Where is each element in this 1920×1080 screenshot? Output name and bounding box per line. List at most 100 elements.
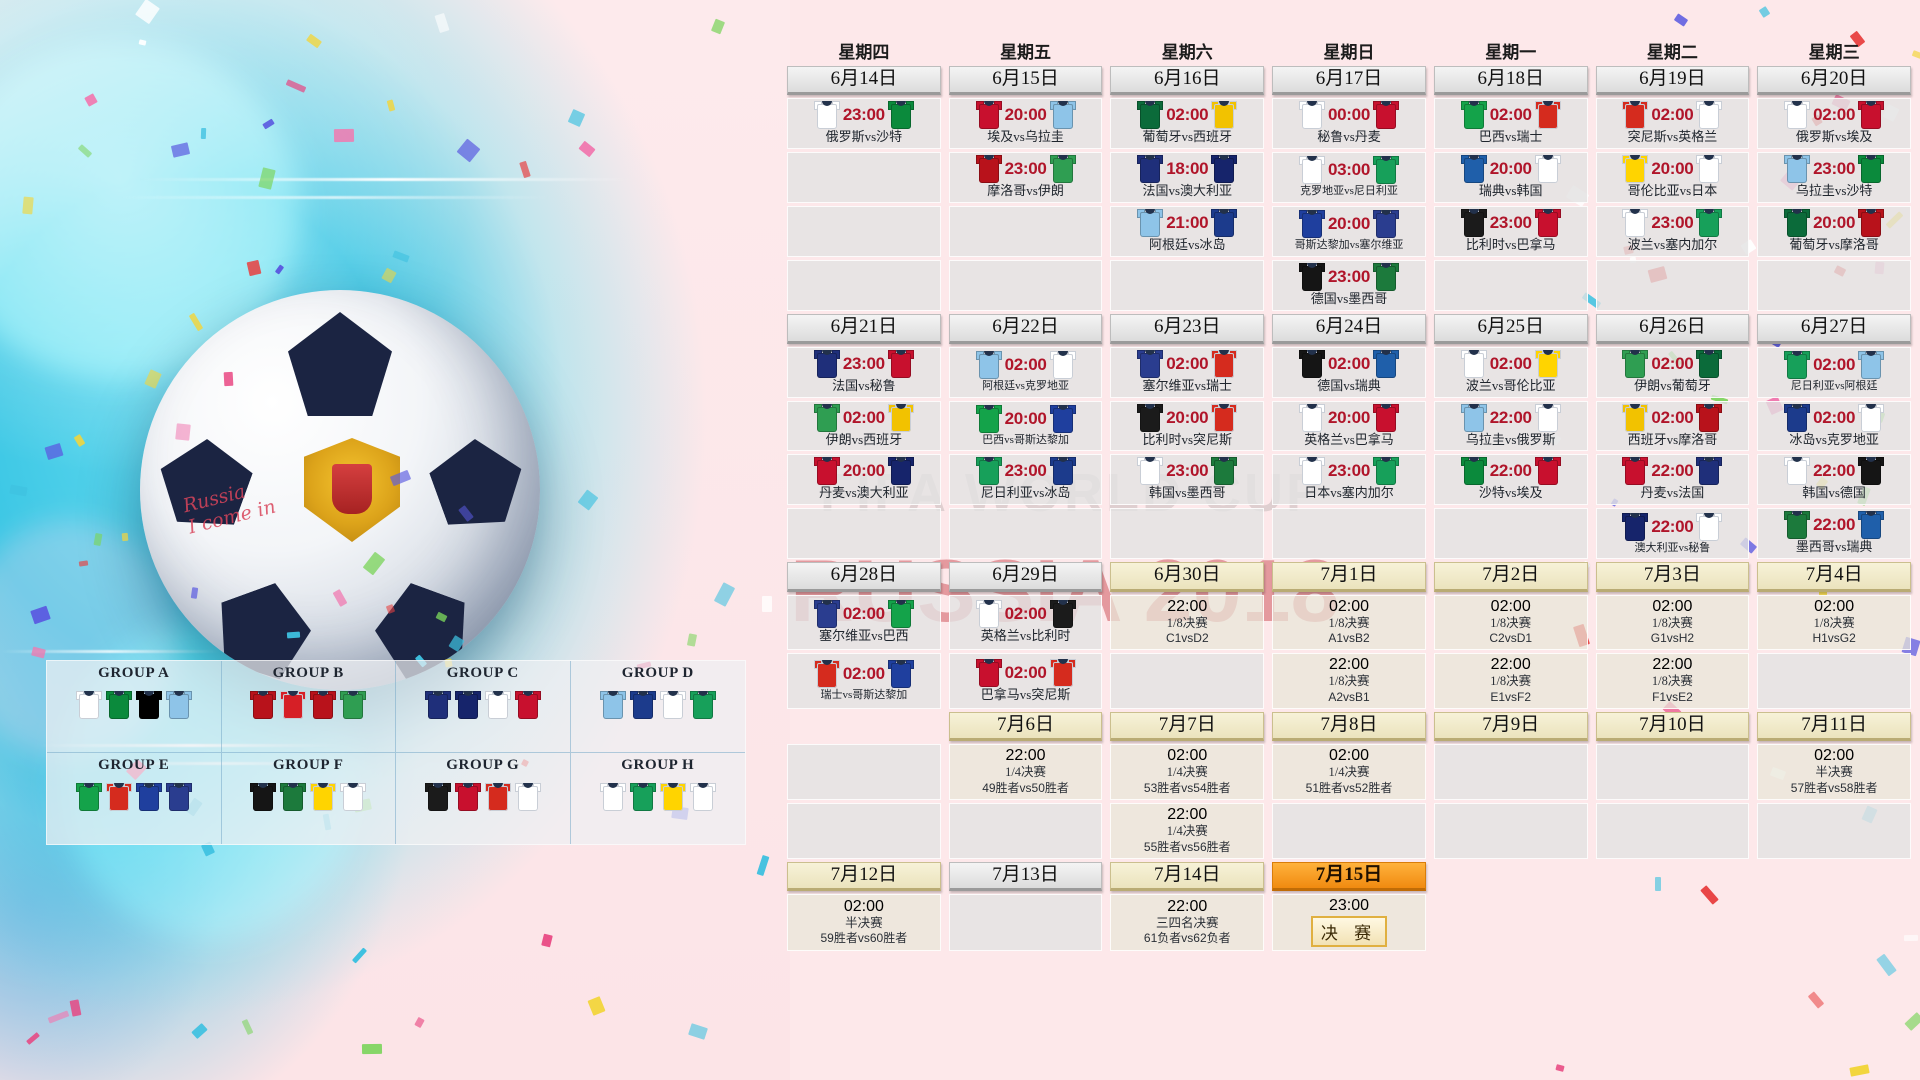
match-cell-knockout[interactable]: 02:00 1/8决赛 G1vsH2 (1595, 594, 1750, 651)
date-header[interactable]: 6月27日 (1757, 314, 1911, 344)
match-cell[interactable]: 23:00 法国vs秘鲁 (787, 346, 941, 398)
match-cell[interactable]: 22:00 丹麦vs法国 (1595, 454, 1750, 506)
match-cell[interactable]: 20:00 哥斯达黎加vs塞尔维亚 (1272, 206, 1426, 258)
match-cell[interactable]: 02:00 塞尔维亚vs巴西 (787, 594, 941, 651)
match-cell[interactable]: 22:00 乌拉圭vs俄罗斯 (1433, 400, 1588, 452)
group-cell-f[interactable]: GROUP F (222, 752, 396, 844)
match-cell[interactable]: 23:00 俄罗斯vs沙特 (787, 98, 941, 150)
date-header[interactable]: 6月17日 (1272, 66, 1426, 96)
date-header[interactable]: 7月12日 (787, 861, 941, 892)
match-cell[interactable]: 02:00 巴拿马vs突尼斯 (948, 653, 1103, 709)
match-cell[interactable]: 02:00 伊朗vs葡萄牙 (1595, 346, 1750, 398)
match-cell[interactable]: 22:00 韩国vs德国 (1757, 454, 1911, 506)
date-header[interactable]: 6月23日 (1110, 314, 1265, 344)
match-cell[interactable]: 02:00 德国vs瑞典 (1272, 346, 1426, 398)
date-header[interactable]: 7月9日 (1433, 711, 1588, 742)
date-header[interactable]: 6月16日 (1110, 66, 1265, 96)
match-cell-knockout[interactable]: 22:00 1/4决赛 55胜者vs56胜者 (1110, 803, 1265, 859)
date-header[interactable]: 7月4日 (1757, 562, 1911, 592)
group-cell-h[interactable]: GROUP H (571, 753, 746, 845)
date-header[interactable]: 6月19日 (1595, 66, 1750, 96)
match-cell-knockout[interactable]: 22:00 1/4决赛 49胜者vs50胜者 (948, 744, 1103, 800)
date-header[interactable]: 6月15日 (948, 66, 1103, 96)
group-cell-c[interactable]: GROUP C (396, 661, 571, 753)
date-header[interactable]: 7月13日 (948, 861, 1103, 892)
match-cell[interactable]: 23:00 波兰vs塞内加尔 (1595, 206, 1750, 258)
match-cell[interactable]: 20:00 埃及vs乌拉圭 (948, 98, 1103, 150)
date-header[interactable]: 7月10日 (1595, 711, 1750, 742)
match-cell-knockout[interactable]: 02:00 半决赛 57胜者vs58胜者 (1757, 744, 1911, 800)
match-cell[interactable]: 23:00 韩国vs墨西哥 (1110, 454, 1265, 506)
match-cell[interactable]: 21:00 阿根廷vs冰岛 (1110, 206, 1265, 258)
match-cell[interactable]: 02:00 巴西vs瑞士 (1433, 98, 1588, 150)
match-cell-knockout[interactable]: 22:00 1/8决赛 C1vsD2 (1110, 594, 1265, 651)
match-cell[interactable]: 02:00 西班牙vs摩洛哥 (1595, 400, 1750, 452)
date-header[interactable]: 6月25日 (1433, 314, 1588, 344)
date-header[interactable]: 6月30日 (1110, 562, 1265, 592)
match-cell[interactable]: 02:00 塞尔维亚vs瑞士 (1110, 346, 1265, 398)
match-cell[interactable]: 20:00 葡萄牙vs摩洛哥 (1757, 206, 1911, 258)
date-header[interactable]: 6月14日 (787, 66, 941, 96)
date-header[interactable]: 7月1日 (1272, 562, 1426, 592)
match-cell-final[interactable]: 23:00 决 赛 (1272, 894, 1426, 952)
date-header[interactable]: 6月28日 (787, 562, 941, 592)
match-cell[interactable]: 02:00 尼日利亚vs阿根廷 (1757, 346, 1911, 398)
match-cell-knockout[interactable]: 22:00 1/8决赛 A2vsB1 (1272, 653, 1426, 709)
group-cell-e[interactable]: GROUP E (47, 752, 222, 844)
date-header[interactable]: 7月6日 (948, 711, 1103, 742)
match-cell[interactable]: 22:00 沙特vs埃及 (1433, 454, 1588, 506)
date-header[interactable]: 6月29日 (948, 562, 1103, 592)
date-header[interactable]: 7月2日 (1433, 562, 1588, 592)
match-cell[interactable]: 20:00 瑞典vs韩国 (1433, 152, 1588, 204)
group-cell-b[interactable]: GROUP B (221, 661, 396, 753)
match-cell[interactable]: 22:00 墨西哥vs瑞典 (1757, 508, 1911, 560)
group-cell-a[interactable]: GROUP A (47, 661, 222, 753)
date-header[interactable]: 7月3日 (1595, 562, 1750, 592)
match-cell[interactable]: 20:00 比利时vs突尼斯 (1110, 400, 1265, 452)
match-cell[interactable]: 23:00 乌拉圭vs沙特 (1757, 152, 1911, 204)
match-cell[interactable]: 02:00 瑞士vs哥斯达黎加 (787, 653, 941, 709)
match-cell[interactable]: 20:00 哥伦比亚vs日本 (1595, 152, 1750, 204)
group-cell-g[interactable]: GROUP G (396, 752, 571, 844)
match-cell[interactable]: 02:00 葡萄牙vs西班牙 (1110, 98, 1265, 150)
date-header[interactable]: 6月26日 (1595, 314, 1750, 344)
match-cell-knockout[interactable]: 02:00 1/4决赛 53胜者vs54胜者 (1110, 744, 1265, 800)
match-cell[interactable]: 02:00 突尼斯vs英格兰 (1595, 98, 1750, 150)
match-cell[interactable]: 23:00 尼日利亚vs冰岛 (948, 454, 1103, 506)
match-cell-knockout[interactable]: 02:00 1/8决赛 C2vsD1 (1433, 594, 1588, 651)
date-header[interactable]: 7月8日 (1272, 711, 1426, 742)
match-cell-knockout[interactable]: 22:00 三四名决赛 61负者vs62负者 (1110, 894, 1265, 952)
match-cell[interactable]: 02:00 波兰vs哥伦比亚 (1433, 346, 1588, 398)
match-cell-knockout[interactable]: 22:00 1/8决赛 F1vsE2 (1595, 653, 1750, 709)
match-cell[interactable]: 00:00 秘鲁vs丹麦 (1272, 98, 1426, 150)
date-header[interactable]: 6月18日 (1433, 66, 1588, 96)
date-header[interactable]: 6月22日 (948, 314, 1103, 344)
match-cell[interactable]: 02:00 英格兰vs比利时 (948, 594, 1103, 651)
match-cell[interactable]: 23:00 德国vs墨西哥 (1272, 260, 1426, 312)
match-cell[interactable]: 02:00 冰岛vs克罗地亚 (1757, 400, 1911, 452)
date-header[interactable]: 6月20日 (1757, 66, 1911, 96)
group-cell-d[interactable]: GROUP D (570, 661, 745, 753)
date-header[interactable]: 7月11日 (1757, 711, 1911, 742)
match-cell[interactable]: 02:00 伊朗vs西班牙 (787, 400, 941, 452)
match-cell-knockout[interactable]: 02:00 半决赛 59胜者vs60胜者 (787, 894, 941, 952)
match-cell[interactable]: 02:00 阿根廷vs克罗地亚 (948, 346, 1103, 398)
match-cell-knockout[interactable]: 02:00 1/8决赛 H1vsG2 (1757, 594, 1911, 651)
date-header[interactable]: 7月14日 (1110, 861, 1265, 892)
match-cell[interactable]: 20:00 英格兰vs巴拿马 (1272, 400, 1426, 452)
match-cell[interactable]: 20:00 丹麦vs澳大利亚 (787, 454, 941, 506)
date-header[interactable]: 7月15日 (1272, 861, 1426, 892)
match-cell[interactable]: 23:00 比利时vs巴拿马 (1433, 206, 1588, 258)
match-cell[interactable]: 23:00 摩洛哥vs伊朗 (948, 152, 1103, 204)
match-cell[interactable]: 23:00 日本vs塞内加尔 (1272, 454, 1426, 506)
date-header[interactable]: 6月21日 (787, 314, 941, 344)
match-cell[interactable]: 03:00 克罗地亚vs尼日利亚 (1272, 152, 1426, 204)
match-cell[interactable]: 02:00 俄罗斯vs埃及 (1757, 98, 1911, 150)
match-cell[interactable]: 20:00 巴西vs哥斯达黎加 (948, 400, 1103, 452)
match-cell-knockout[interactable]: 22:00 1/8决赛 E1vsF2 (1433, 653, 1588, 709)
date-header[interactable]: 6月24日 (1272, 314, 1426, 344)
match-cell-knockout[interactable]: 02:00 1/8决赛 A1vsB2 (1272, 594, 1426, 651)
match-cell-knockout[interactable]: 02:00 1/4决赛 51胜者vs52胜者 (1272, 744, 1426, 800)
match-cell[interactable]: 18:00 法国vs澳大利亚 (1110, 152, 1265, 204)
match-cell[interactable]: 22:00 澳大利亚vs秘鲁 (1595, 508, 1750, 560)
